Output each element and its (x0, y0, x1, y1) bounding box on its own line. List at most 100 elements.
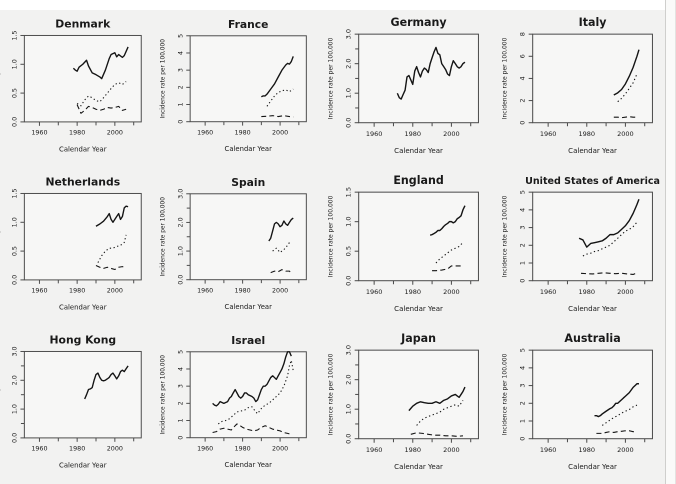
y-tick-label: 2 (519, 243, 527, 247)
y-tick-label: 2.0 (11, 375, 19, 385)
plot-box (532, 349, 653, 440)
y-tick-label: 2 (519, 98, 527, 102)
y-tick-label: 2.0 (177, 217, 184, 227)
chart-panel-germany: Germany 1960 1980 2000 0.0 1.0 2.0 3.0 Calendar … (320, 10, 495, 168)
x-tick-label: 1960 (540, 288, 557, 296)
chart-svg: Denmark 1960 1980 2000 0.0 0.5 1.0 1.5 Calendar … (0, 18, 142, 153)
plot-box (189, 35, 307, 123)
chart-title: France (228, 18, 268, 31)
y-axis-label: Incidence rate per 100,000 (161, 39, 167, 119)
x-axis-label: Calendar Year (394, 146, 443, 155)
chart-panel-netherlands: Netherlands 1960 1980 2000 0.0 0.5 1.0 1.5 Calen… (0, 168, 155, 326)
x-tick-label: 2000 (107, 129, 123, 137)
chart-title: Denmark (55, 18, 111, 31)
y-axis-label: Incidence rate per 100,000 (502, 37, 509, 119)
chart-title: Germany (391, 16, 448, 29)
y-tick-label: 0.0 (345, 434, 353, 444)
x-tick-label: 2000 (443, 130, 460, 138)
chart-panel-japan: Japan 1960 1980 2000 0.0 1.0 2.0 3.0 Calendar Ye… (320, 326, 495, 484)
y-tick-label: 6 (519, 54, 527, 58)
y-tick-label: 3 (177, 384, 184, 388)
y-tick-label: 1.5 (11, 30, 19, 40)
series-solid-line (613, 49, 640, 96)
y-tick-label: 1.5 (11, 188, 19, 198)
y-axis-label: Incidence rate per 100,000 (502, 195, 509, 277)
x-tick-label: 1960 (197, 287, 213, 294)
x-axis-label: Calendar Year (59, 303, 107, 311)
y-tick-label: 2 (519, 401, 527, 405)
y-axis-label: Incidence rate per 100,000 (161, 355, 167, 435)
chart-title: Japan (400, 332, 436, 345)
x-axis-label: Calendar Year (59, 145, 107, 153)
series-dotted-line (76, 81, 127, 107)
x-tick-label: 1980 (578, 130, 595, 138)
y-tick-label: 0 (519, 121, 527, 125)
series-dashed-line (410, 432, 464, 437)
chart-panel-england: England 1960 1980 2000 0.0 0.5 1.0 1.5 Calendar … (320, 168, 495, 326)
x-tick-label: 2000 (107, 445, 123, 453)
y-tick-label: 0.5 (11, 88, 19, 98)
y-tick-label: 5 (519, 348, 527, 352)
series-dashed-line (613, 116, 637, 119)
series-dotted-line (601, 404, 638, 426)
series-dashed-line (212, 423, 292, 435)
chart-title: Israel (231, 334, 265, 347)
x-tick-label: 2000 (617, 446, 634, 454)
y-tick-label: 5 (177, 350, 184, 354)
chart-title: Hong Kong (49, 334, 116, 347)
plot-box (358, 191, 479, 282)
x-tick-label: 1980 (235, 287, 251, 294)
x-tick-label: 1980 (404, 130, 421, 138)
y-tick-label: 2.0 (345, 58, 353, 68)
chart-svg: Italy 1960 1980 2000 0 2 4 6 8 Calendar Year Incid… (502, 16, 653, 155)
series-dashed-line (596, 430, 637, 434)
x-tick-label: 1980 (578, 446, 595, 454)
chart-svg: Germany 1960 1980 2000 0.0 1.0 2.0 3.0 Calendar … (328, 16, 479, 155)
y-tick-label: 1.0 (11, 59, 19, 69)
y-tick-label: 0.0 (11, 433, 19, 443)
y-tick-label: 1.0 (345, 216, 353, 226)
y-tick-label: 1.5 (345, 187, 353, 197)
y-tick-label: 4 (177, 51, 184, 55)
y-axis-label: Incidence rate per 100,000 (328, 353, 335, 435)
x-tick-label: 1980 (404, 288, 421, 296)
y-tick-label: 1 (177, 103, 184, 107)
series-dashed-line (95, 264, 127, 271)
y-tick-label: 0.0 (177, 275, 184, 285)
chart-panel-spain: Spain 1960 1980 2000 0.0 1.0 2.0 3.0 Calendar Ye… (155, 168, 320, 326)
chart-panel-italy: Italy 1960 1980 2000 0 2 4 6 8 Calendar Year Incid… (495, 10, 668, 168)
series-solid-line (578, 198, 640, 248)
x-tick-label: 2000 (617, 288, 634, 296)
y-tick-label: 3.0 (345, 29, 353, 39)
y-axis-label: Incidence rate per 100,000 (328, 195, 335, 277)
y-axis-label: Incidence rate per 100,000 (161, 197, 167, 277)
x-axis-label: Calendar Year (568, 462, 617, 471)
chart-panel-france: France 1960 1980 2000 0 1 2 3 4 5 Calendar Year Inc… (155, 10, 320, 168)
y-tick-label: 0.0 (11, 275, 19, 285)
series-solid-line (594, 383, 639, 418)
series-solid-line (429, 205, 466, 236)
chart-svg: Hong Kong 1960 1980 2000 0.0 1.0 2.0 3.0 Calenda… (0, 334, 142, 469)
series-dotted-line (266, 88, 294, 107)
y-tick-label: 2.0 (345, 374, 353, 384)
series-solid-line (261, 56, 294, 98)
chart-svg: Japan 1960 1980 2000 0.0 1.0 2.0 3.0 Calendar Ye… (328, 332, 479, 471)
y-axis-label: Incidence rate per 100,000 (502, 353, 509, 435)
x-tick-label: 1980 (578, 288, 595, 296)
x-axis-label: Calendar Year (225, 461, 273, 469)
x-tick-label: 1980 (69, 445, 85, 453)
x-tick-label: 1960 (197, 445, 213, 452)
y-tick-label: 4 (519, 366, 527, 370)
plot-box (532, 191, 653, 282)
y-tick-label: 1.0 (177, 246, 184, 256)
y-tick-label: 4 (519, 76, 527, 80)
y-axis-label: Incidence rate per 100,000 (0, 355, 1, 435)
x-tick-label: 1980 (69, 129, 85, 137)
y-tick-label: 2 (177, 401, 184, 405)
chart-panel-hong-kong: Hong Kong 1960 1980 2000 0.0 1.0 2.0 3.0 Calenda… (0, 326, 155, 484)
y-tick-label: 5 (177, 34, 184, 38)
x-axis-label: Calendar Year (394, 304, 443, 313)
plot-box (189, 193, 307, 281)
x-tick-label: 1980 (404, 446, 421, 454)
